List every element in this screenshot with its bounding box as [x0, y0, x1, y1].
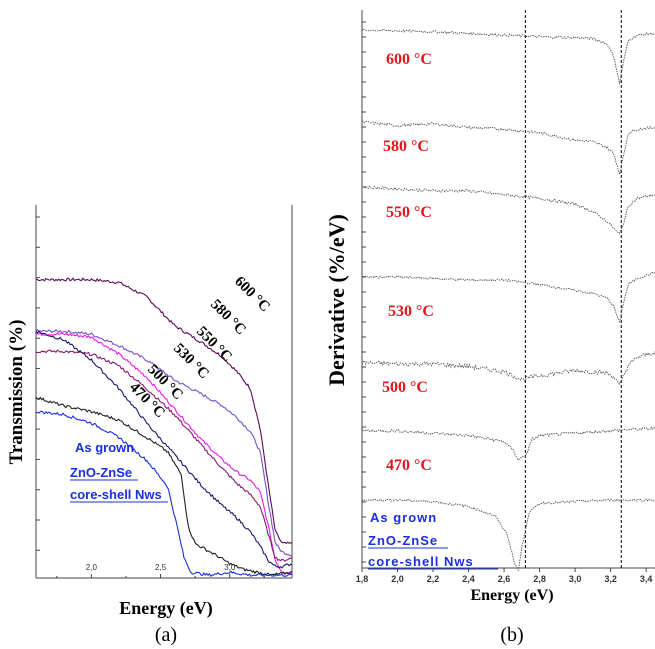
panel-a-x-axis-title: Energy (eV) [119, 598, 212, 619]
panel-b-series-label: 550 °C [386, 204, 432, 221]
panel-b-series-line [361, 120, 655, 176]
panel-b-series-line [361, 28, 655, 85]
panel-b-x-tick-label: 2,4 [462, 574, 475, 584]
panel-a-series-line [35, 329, 293, 557]
panel-b-reference-lines [524, 10, 622, 568]
panel-a-series-line [35, 396, 293, 576]
panel-a-x-ticks: 2,0 2,5 3,0 [56, 563, 265, 578]
panel-b-series-line [361, 271, 655, 324]
panel-b-series-label: 580 °C [383, 138, 429, 155]
panel-a-as-grown-line2: ZnO-ZnSe [70, 465, 132, 480]
panel-a-y-axis-title: Transmission (%) [6, 320, 27, 465]
panel-a-as-grown-line1: As grown [75, 440, 134, 455]
panel-b-x-tick-label: 1,8 [356, 574, 369, 584]
panel-b-series-line [361, 426, 655, 461]
panel-b-caption: (b) [500, 624, 523, 646]
panel-b-x-tick-label: 3,2 [604, 574, 617, 584]
panel-b-as-grown-line3: core-shell Nws [368, 554, 474, 569]
panel-b-x-tick-label: 3,4 [640, 574, 653, 584]
panel-a-series-line [35, 331, 293, 575]
panel-b-series [361, 28, 655, 572]
panel-b-series-line [361, 185, 655, 235]
panel-b-x-tick-label: 2,2 [427, 574, 440, 584]
panel-b-as-grown-line1: As grown [370, 510, 437, 525]
panel-b-x-tick-label: 2,0 [391, 574, 404, 584]
panel-a-x-tick-label: 2,0 [86, 563, 98, 572]
panel-b-x-ticks: 1,8 2,0 2,2 2,4 2,6 2,8 3,0 3,2 3,4 [356, 568, 653, 584]
panel-a-x-tick-label: 2,5 [155, 563, 167, 572]
panel-b-series-label: 470 °C [386, 457, 432, 474]
panel-b-series-labels: 600 °C 580 °C 550 °C 530 °C 500 °C 470 °C [382, 51, 434, 474]
panel-a-x-tick-label: 3,0 [224, 563, 236, 572]
panel-b-derivative: 1,8 2,0 2,2 2,4 2,6 2,8 3,0 3,2 3,4 600 °C 580 °C… [324, 10, 655, 646]
panel-b-series-line [361, 498, 655, 572]
panel-a-as-grown-line3: core-shell Nws [70, 487, 162, 502]
panel-b-x-tick-label: 3,0 [569, 574, 582, 584]
panel-a-y-ticks [36, 216, 40, 551]
panel-b-axes [361, 10, 655, 569]
panel-b-y-ticks [362, 21, 366, 563]
panel-b-series-label: 500 °C [382, 379, 428, 396]
panel-a-axes [35, 205, 293, 579]
panel-a-series-label: 600 °C [231, 274, 273, 316]
panel-b-x-axis-title: Energy (eV) [470, 587, 553, 604]
panel-b-as-grown-annotation: As grown ZnO-ZnSe core-shell Nws [368, 510, 498, 570]
panel-b-series-line [361, 351, 655, 386]
panel-b-series-label: 600 °C [386, 51, 432, 68]
panel-a-series-line [35, 330, 293, 569]
panel-a-series-line [35, 277, 293, 545]
panel-a-caption: (a) [155, 624, 177, 646]
panel-b-y-axis-title: Derivative (%/eV) [324, 214, 349, 386]
panel-a-series-line [35, 410, 293, 578]
panel-b-series-label: 530 °C [388, 303, 434, 320]
panel-a-series [35, 277, 293, 578]
panel-b-as-grown-line2: ZnO-ZnSe [368, 533, 438, 548]
panel-a-as-grown-annotation: As grown ZnO-ZnSe core-shell Nws [70, 440, 168, 503]
panel-b-x-tick-label: 2,6 [498, 574, 511, 584]
panel-b-x-tick-label: 2,8 [533, 574, 546, 584]
